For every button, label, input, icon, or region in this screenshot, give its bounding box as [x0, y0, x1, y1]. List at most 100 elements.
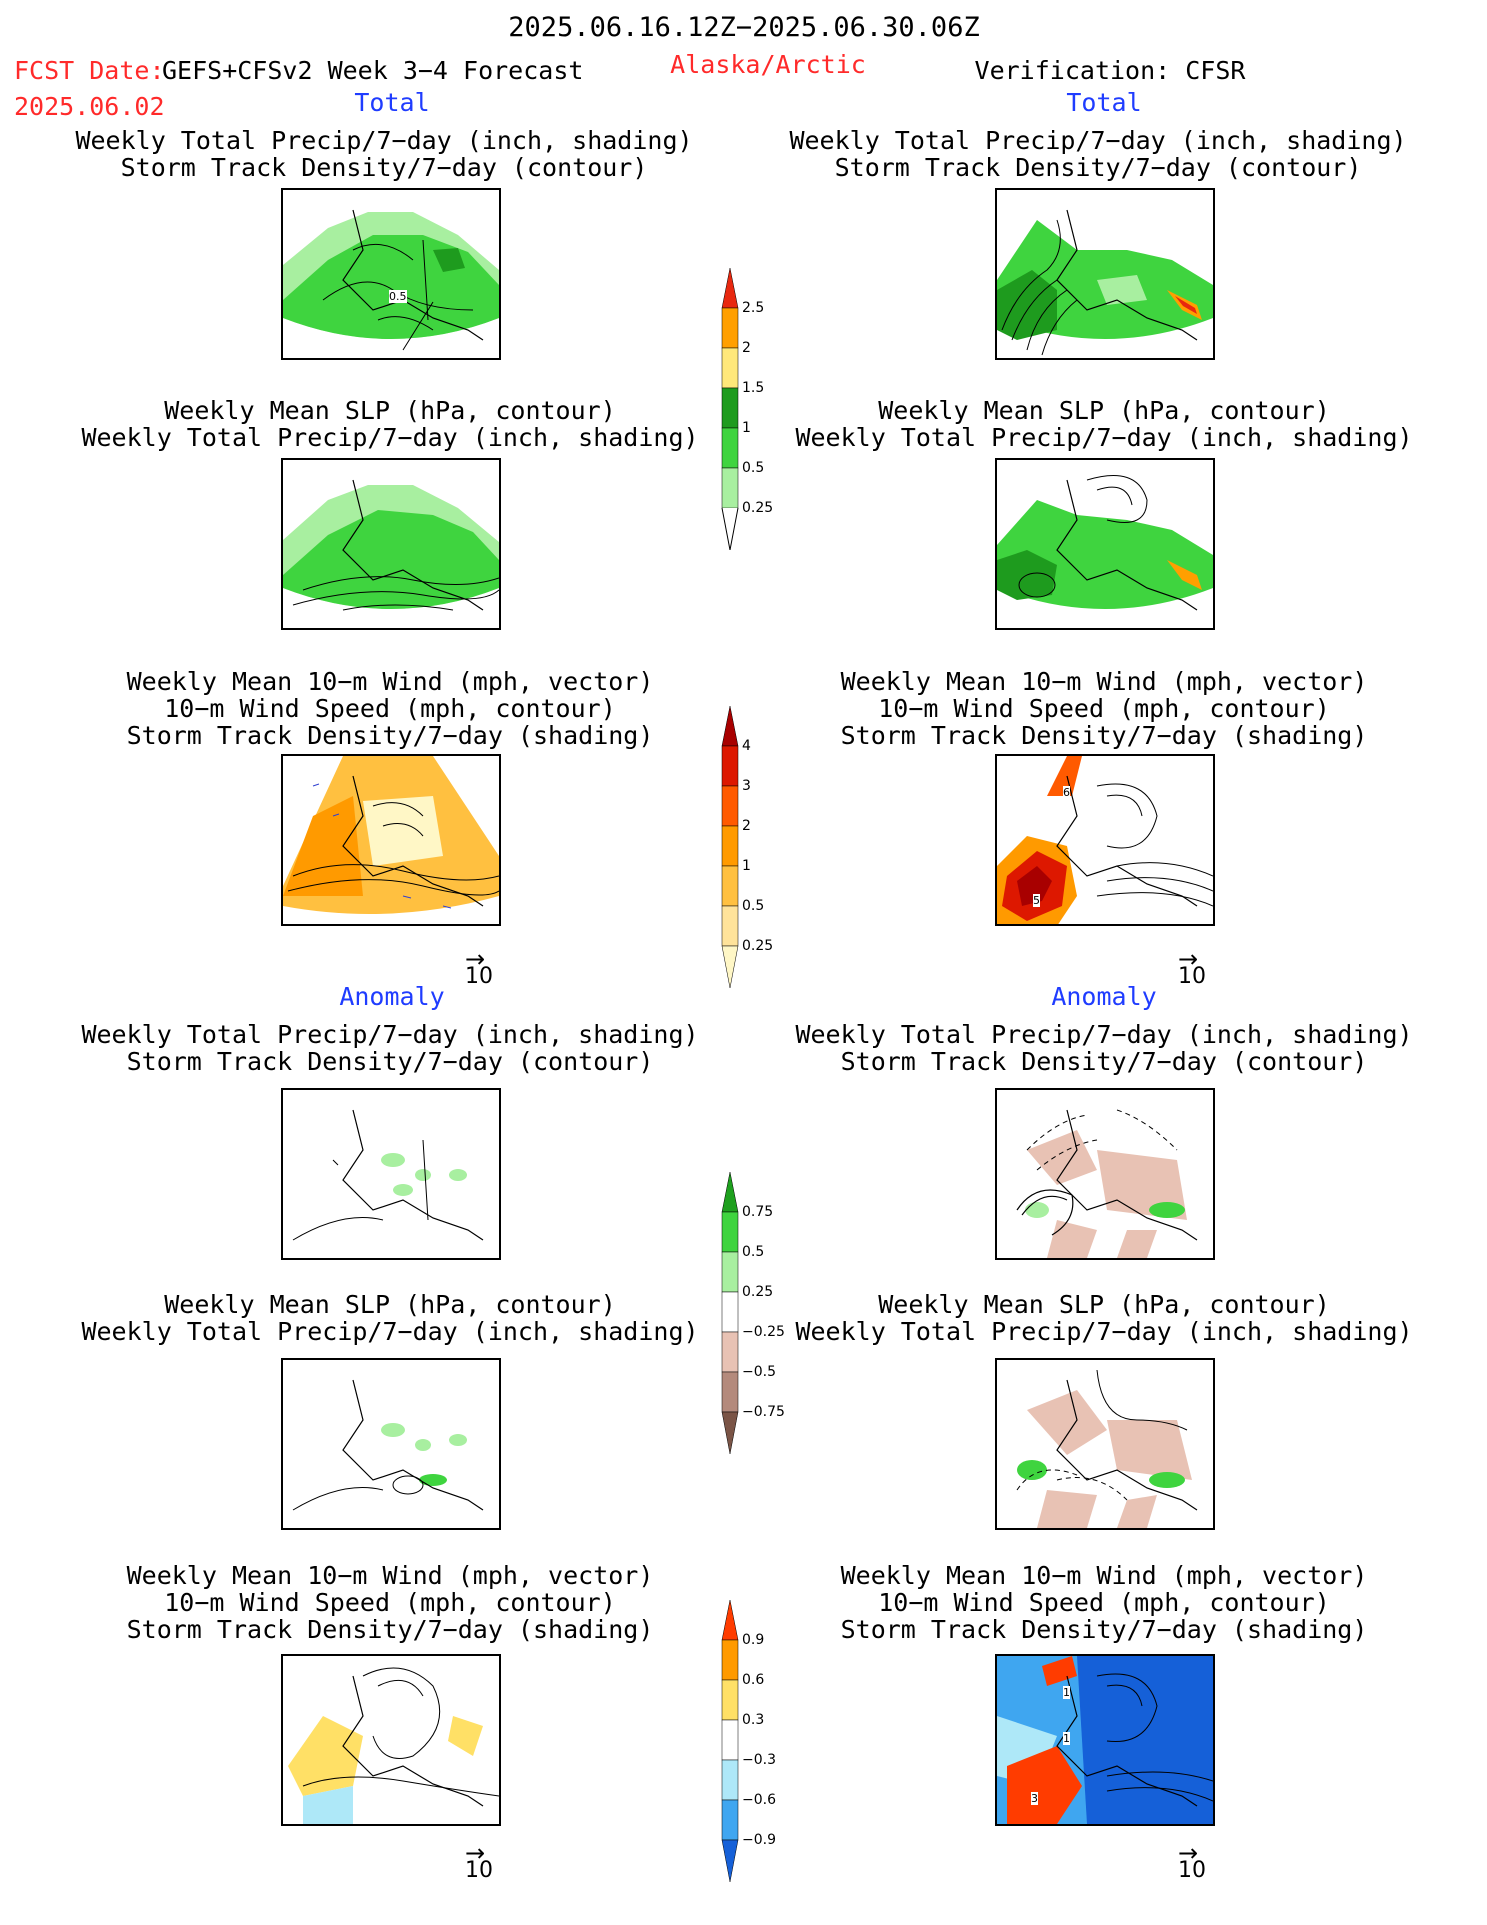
vector-reference-value: 10: [1178, 964, 1206, 989]
vector-reference-value: 10: [465, 1858, 493, 1883]
right-arrow-icon: →: [465, 945, 486, 973]
map-r5-right-slp-anom: [995, 1358, 1215, 1530]
colorbar-svg: [721, 267, 739, 551]
colorbar-label: 0.25: [742, 938, 774, 954]
colorbar-label: −0.3: [742, 1752, 776, 1768]
colorbar-label: 0.25: [742, 500, 774, 516]
colorbar-label: 3: [742, 778, 751, 794]
title-line: Weekly Total Precip/7−day (inch, shading…: [81, 1020, 699, 1049]
title-line: Weekly Total Precip/7−day (inch, shading…: [75, 126, 693, 155]
time-range: 2025.06.16.12Z−2025.06.30.06Z: [508, 12, 980, 43]
panel-title-r1-left: Weekly Total Precip/7−day (inch, shading…: [75, 127, 692, 181]
title-line: Storm Track Density/7−day (contour): [834, 153, 1362, 182]
title-line: Weekly Total Precip/7−day (inch, shading…: [81, 423, 699, 452]
colorbar-storm-total: 4 3 2 1 0.5 0.25: [718, 705, 808, 989]
title-line: Weekly Total Precip/7−day (inch, shading…: [795, 1020, 1413, 1049]
slp-map-svg: [292, 1379, 484, 1511]
colorbar-label: 1: [742, 858, 751, 874]
panel-title-r3-right: Weekly Mean 10−m Wind (mph, vector) 10−m…: [841, 668, 1368, 749]
title-line: Weekly Mean SLP (hPa, contour): [878, 1290, 1330, 1319]
vector-reference-r6-left: → 10: [465, 1841, 493, 1883]
title-line: Weekly Total Precip/7−day (inch, shading…: [81, 1317, 699, 1346]
map-r6-left-wind-anom: [281, 1654, 501, 1826]
colorbar-label: 2: [742, 818, 751, 834]
contour-label: 6: [1063, 786, 1070, 799]
panel-title-r5-left: Weekly Mean SLP (hPa, contour) Weekly To…: [81, 1291, 698, 1345]
panel-title-r2-left: Weekly Mean SLP (hPa, contour) Weekly To…: [81, 397, 698, 451]
panel-title-r5-right: Weekly Mean SLP (hPa, contour) Weekly To…: [795, 1291, 1412, 1345]
map-r2-right-slp-precip: [995, 458, 1215, 630]
colorbar-label: −0.75: [742, 1404, 785, 1420]
precip-map-svg: [292, 1109, 484, 1241]
section-total-right: Total: [1066, 88, 1142, 117]
colorbar-label: −0.9: [742, 1832, 776, 1848]
title-line: Weekly Total Precip/7−day (inch, shading…: [789, 126, 1407, 155]
colorbar-label: 0.5: [742, 1244, 765, 1260]
title-line: Weekly Total Precip/7−day (inch, shading…: [795, 1317, 1413, 1346]
colorbar-storm-anomaly: 0.9 0.6 0.3 −0.3 −0.6 −0.9: [718, 1599, 808, 1883]
title-line: Weekly Total Precip/7−day (inch, shading…: [795, 423, 1413, 452]
colorbar-label: 4: [742, 738, 751, 754]
title-line: Storm Track Density/7−day (shading): [126, 721, 654, 750]
vector-reference-value: 10: [1178, 1858, 1206, 1883]
colorbar-label: −0.6: [742, 1792, 776, 1808]
colorbar-label: 0.3: [742, 1712, 765, 1728]
colorbar-label: 0.75: [742, 1204, 774, 1220]
title-line: Storm Track Density/7−day (contour): [120, 153, 648, 182]
title-line: Weekly Mean 10−m Wind (mph, vector): [840, 667, 1368, 696]
panel-title-r2-right: Weekly Mean SLP (hPa, contour) Weekly To…: [795, 397, 1412, 451]
title-line: Storm Track Density/7−day (shading): [840, 1615, 1368, 1644]
title-line: Storm Track Density/7−day (contour): [840, 1047, 1368, 1076]
map-r1-right-precip-total: [995, 188, 1215, 360]
title-line: Weekly Mean 10−m Wind (mph, vector): [126, 667, 654, 696]
panel-title-r1-right: Weekly Total Precip/7−day (inch, shading…: [789, 127, 1406, 181]
title-line: Storm Track Density/7−day (shading): [840, 721, 1368, 750]
title-line: 10−m Wind Speed (mph, contour): [164, 694, 616, 723]
wind-map-svg: [997, 756, 1213, 924]
colorbar-label: 0.5: [742, 898, 765, 914]
wind-map-svg: [283, 756, 499, 914]
slp-map-svg: [997, 475, 1213, 611]
colorbar-label: 0.5: [742, 460, 765, 476]
vector-reference-value: 10: [465, 964, 493, 989]
contour-label: 5: [1033, 894, 1040, 907]
section-anomaly-right: Anomaly: [1051, 982, 1157, 1011]
vector-reference-r3-right: → 10: [1178, 945, 1206, 989]
colorbar-label: 0.25: [742, 1284, 774, 1300]
contour-label: 0.5: [389, 290, 407, 303]
title-line: Weekly Mean SLP (hPa, contour): [878, 396, 1330, 425]
vector-reference-r6-right: → 10: [1178, 1839, 1206, 1883]
colorbar-label: −0.25: [742, 1324, 785, 1340]
region: Alaska/Arctic: [670, 50, 866, 79]
colorbar-label: 2.5: [742, 300, 765, 316]
right-arrow-icon: →: [1178, 1839, 1199, 1867]
panel-title-r4-left: Weekly Total Precip/7−day (inch, shading…: [81, 1021, 698, 1075]
section-total-left: Total: [354, 88, 430, 117]
fcst-date-value: 2025.06.02: [14, 92, 165, 121]
model-name: GEFS+CFSv2 Week 3−4 Forecast: [162, 56, 584, 85]
section-anomaly-left: Anomaly: [339, 982, 445, 1011]
contour-label: 3: [1031, 1792, 1038, 1805]
panel-title-r6-right: Weekly Mean 10−m Wind (mph, vector) 10−m…: [841, 1562, 1368, 1643]
colorbar-label: 1.5: [742, 380, 765, 396]
panel-title-r4-right: Weekly Total Precip/7−day (inch, shading…: [795, 1021, 1412, 1075]
colorbar-precip-total: 2.5 2 1.5 1 0.5 0.25: [718, 267, 808, 551]
title-line: Weekly Mean 10−m Wind (mph, vector): [126, 1561, 654, 1590]
colorbar-svg: [721, 1171, 739, 1455]
precip-map-svg: [283, 209, 499, 351]
slp-map-svg: [1016, 1369, 1198, 1528]
map-r4-left-precip-anom: [281, 1088, 501, 1260]
right-arrow-icon: →: [1178, 945, 1199, 973]
wind-map-svg: [288, 1667, 499, 1824]
title-line: Weekly Mean 10−m Wind (mph, vector): [840, 1561, 1368, 1590]
contour-label: 1: [1063, 1686, 1070, 1699]
verification: Verification: CFSR: [974, 56, 1246, 85]
panel-title-r3-left: Weekly Mean 10−m Wind (mph, vector) 10−m…: [127, 668, 654, 749]
wind-map-svg: [997, 1656, 1213, 1824]
contour-label: 1: [1063, 1732, 1070, 1745]
map-r3-left-wind-total: [281, 754, 501, 926]
colorbar-svg: [721, 1599, 739, 1883]
map-r6-right-wind-anom: 1 1 3: [995, 1654, 1215, 1826]
colorbar-label: 0.9: [742, 1632, 765, 1648]
title-line: 10−m Wind Speed (mph, contour): [878, 1588, 1330, 1617]
